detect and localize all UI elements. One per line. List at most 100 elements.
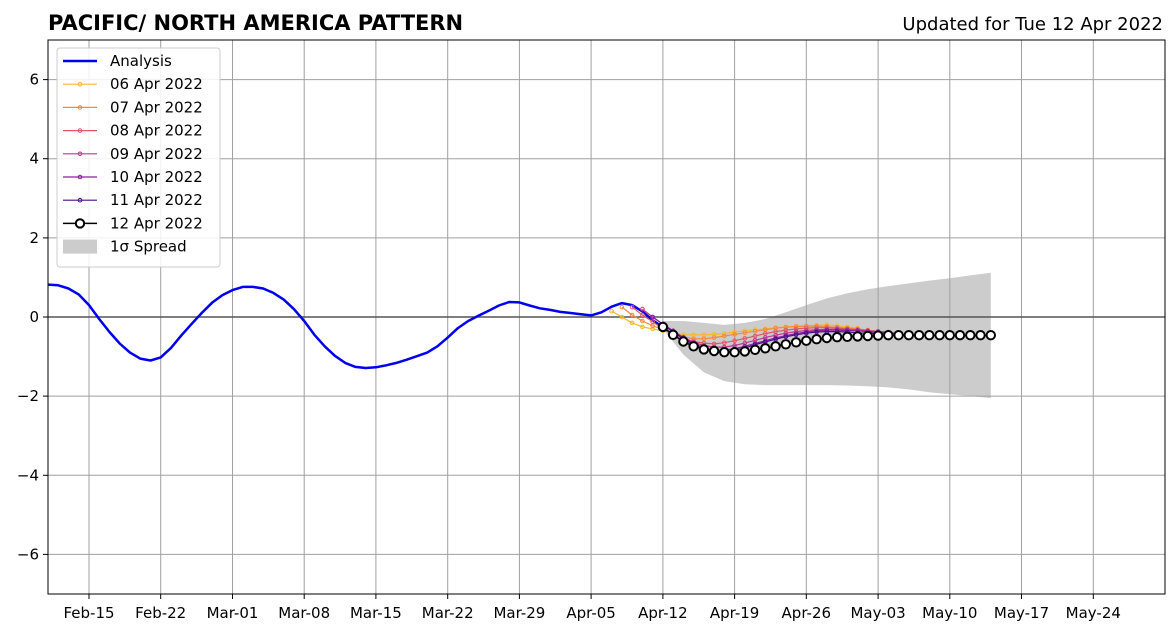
forecast-point (783, 327, 789, 333)
forecast-point (773, 336, 778, 342)
x-tick-label: Mar-22 (422, 604, 474, 622)
forecast-point (790, 337, 802, 348)
forecast-point (722, 340, 727, 346)
forecast-point (804, 330, 809, 336)
forecast-point (629, 312, 635, 318)
forecast-point (760, 343, 771, 354)
forecast-point (640, 306, 645, 312)
forecast-point (657, 321, 669, 333)
forecast-point (732, 332, 737, 337)
forecast-point (783, 334, 789, 340)
forecast-point (667, 329, 679, 340)
forecast-point (650, 319, 655, 325)
forecast-point (872, 330, 884, 341)
legend-swatch (63, 239, 97, 254)
chart-title: PACIFIC/ NORTH AMERICA PATTERN (48, 11, 463, 35)
x-tick-label: Apr-05 (566, 604, 616, 622)
forecast-point (811, 334, 822, 345)
legend-label: 11 Apr 2022 (110, 191, 203, 209)
x-tick-label: Mar-08 (278, 604, 330, 622)
legend-item: Analysis (63, 52, 172, 70)
legend-item: 09 Apr 2022 (63, 145, 203, 163)
forecast-point (678, 336, 689, 347)
x-tick-label: Mar-29 (493, 604, 545, 622)
legend-item: 06 Apr 2022 (63, 75, 203, 93)
updated-date: Updated for Tue 12 Apr 2022 (902, 14, 1163, 35)
x-tick-label: Mar-01 (207, 604, 259, 622)
forecast-point (729, 347, 740, 358)
legend-label: 08 Apr 2022 (110, 122, 203, 140)
y-tick-label: 4 (29, 150, 39, 168)
forecast-point (650, 314, 655, 320)
legend-label: 07 Apr 2022 (110, 98, 203, 116)
forecast-point (944, 330, 955, 341)
forecast-point (711, 335, 717, 340)
forecast-point (739, 346, 750, 357)
forecast-point (701, 336, 707, 342)
x-tick-label: Apr-12 (638, 604, 688, 622)
x-tick-label: May-10 (922, 604, 977, 622)
y-tick-label: −4 (17, 466, 39, 484)
forecast-point (742, 330, 748, 336)
forecast-point (814, 329, 819, 335)
forecast-point (619, 314, 625, 320)
forecast-point (770, 341, 781, 352)
legend-item: 11 Apr 2022 (63, 191, 203, 209)
forecast-point (629, 320, 635, 326)
legend-item: 10 Apr 2022 (63, 168, 203, 186)
forecast-point (722, 333, 727, 339)
forecast-point (883, 330, 894, 341)
legend-marker (77, 174, 83, 180)
x-tick-label: Apr-26 (782, 604, 832, 622)
legend-item: 08 Apr 2022 (63, 122, 203, 140)
legend-marker (77, 81, 83, 87)
legend-item: 12 Apr 2022 (63, 214, 203, 232)
forecast-point (688, 341, 699, 352)
analysis-line (47, 283, 664, 370)
forecast-point (893, 330, 904, 341)
legend-marker (77, 128, 83, 133)
x-tick-label: Feb-15 (63, 604, 114, 622)
legend-label: 12 Apr 2022 (110, 214, 203, 232)
x-tick-label: May-24 (1066, 604, 1121, 622)
forecast-point (793, 332, 799, 338)
legend-box (56, 47, 221, 268)
legend-label: 06 Apr 2022 (110, 75, 203, 93)
legend-marker (74, 218, 86, 229)
legend: Analysis 06 Apr 2022 07 Apr 2022 08 Apr 202… (56, 47, 221, 268)
forecast-point (783, 325, 789, 330)
forecast-point (862, 330, 873, 342)
legend-marker (77, 197, 83, 203)
forecast-point (732, 338, 737, 344)
legend-marker (77, 105, 83, 110)
forecast-point (903, 330, 914, 341)
legend-label: 1σ Spread (110, 238, 187, 256)
x-tick-label: May-17 (994, 604, 1049, 622)
legend-item: 1σ Spread (63, 238, 187, 256)
forecast-point (742, 336, 748, 341)
legend-label: Analysis (110, 52, 172, 70)
grid (48, 40, 1165, 594)
forecast-point (640, 324, 645, 330)
x-tick-label: May-03 (850, 604, 905, 622)
forecast-point (640, 318, 645, 324)
forecast-point (965, 330, 976, 341)
forecast-point (752, 333, 758, 339)
forecast-point (749, 344, 761, 355)
forecast-point (752, 328, 758, 334)
y-tick-label: −6 (17, 545, 39, 563)
forecast-point (629, 304, 635, 310)
forecast-point (801, 335, 812, 346)
forecast-point (975, 330, 986, 341)
legend-label: 09 Apr 2022 (110, 145, 203, 163)
legend-label: 10 Apr 2022 (110, 168, 203, 186)
forecast-point (821, 332, 832, 344)
y-tick-label: 2 (29, 229, 39, 247)
forecast-series (657, 321, 996, 358)
x-tick-label: Mar-15 (350, 604, 402, 622)
forecast-point (924, 330, 935, 341)
legend-item: 07 Apr 2022 (63, 98, 203, 116)
forecast-point (763, 335, 768, 340)
forecast-point (708, 345, 720, 357)
